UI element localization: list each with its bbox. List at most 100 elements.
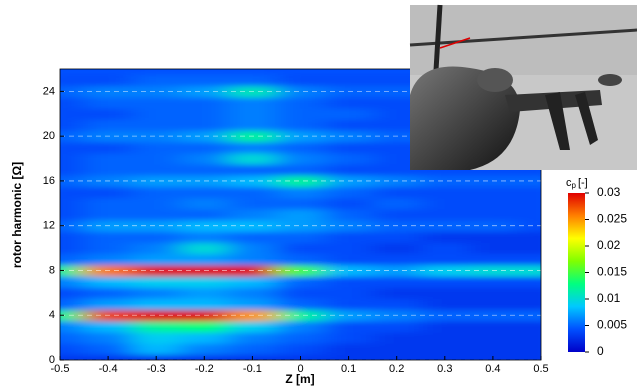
heat-cell — [228, 209, 277, 221]
object — [598, 74, 622, 86]
heat-cell — [228, 187, 277, 199]
heat-cell — [469, 343, 518, 355]
heat-cell — [228, 276, 277, 288]
heat-cell — [180, 231, 229, 243]
heat-cell — [325, 164, 374, 176]
heat-cell — [276, 153, 325, 165]
heat-cell — [421, 343, 470, 355]
heat-cell — [132, 86, 181, 98]
colorbar-title-unit: [-] — [578, 177, 588, 189]
colorbar-tick-label: 0.005 — [597, 318, 627, 332]
chart: 04812162024-0.5-0.4-0.3-0.2-0.100.10.20.… — [0, 0, 637, 387]
heat-cell — [132, 298, 181, 310]
heat-cell — [132, 242, 181, 254]
y-tick-label: 8 — [49, 264, 55, 276]
heat-cell — [228, 75, 277, 87]
heat-cell — [84, 332, 133, 344]
heat-cell — [228, 242, 277, 254]
colorbar-tick-label: 0.01 — [597, 291, 621, 305]
heat-cell — [276, 142, 325, 154]
heat-cell — [180, 298, 229, 310]
heat-cell — [373, 332, 422, 344]
heat-cell — [84, 242, 133, 254]
y-tick-label: 24 — [43, 85, 55, 97]
heat-cell — [180, 343, 229, 355]
heat-cell — [84, 209, 133, 221]
heat-cell — [180, 209, 229, 221]
colorbar — [568, 193, 585, 352]
heat-cell — [373, 276, 422, 288]
heat-cell — [469, 254, 518, 266]
y-tick-label: 12 — [43, 220, 55, 232]
heat-cell — [469, 198, 518, 210]
heat-cell — [84, 343, 133, 355]
heat-cell — [132, 97, 181, 109]
heat-cell — [132, 343, 181, 355]
heat-cell — [325, 142, 374, 154]
heat-cell — [421, 198, 470, 210]
heat-cell — [228, 332, 277, 344]
heat-cell — [325, 276, 374, 288]
heat-cell — [469, 276, 518, 288]
heat-cell — [132, 287, 181, 299]
engine-cowl — [477, 68, 513, 92]
heat-cell — [180, 287, 229, 299]
heat-cell — [276, 298, 325, 310]
heat-cell — [84, 187, 133, 199]
heat-cell — [373, 343, 422, 355]
heat-cell — [421, 310, 470, 322]
heat-cell — [132, 276, 181, 288]
y-tick-label: 16 — [43, 175, 55, 187]
heat-cell — [469, 209, 518, 221]
heat-cell — [180, 242, 229, 254]
heat-cell — [228, 108, 277, 120]
x-tick-label: -0.3 — [147, 363, 166, 375]
heat-cell — [325, 97, 374, 109]
x-tick-label: 0.5 — [533, 363, 548, 375]
heat-cell — [276, 209, 325, 221]
heat-cell — [84, 298, 133, 310]
heat-cell — [84, 119, 133, 131]
heat-cell — [132, 131, 181, 143]
heat-cell — [84, 287, 133, 299]
heat-cell — [276, 131, 325, 143]
heat-cell — [132, 164, 181, 176]
heat-cell — [84, 321, 133, 333]
heat-cell — [180, 187, 229, 199]
heat-cell — [132, 265, 181, 277]
heat-cell — [276, 175, 325, 187]
heat-cell — [132, 119, 181, 131]
heat-cell — [132, 108, 181, 120]
heat-cell — [325, 119, 374, 131]
heat-cell — [132, 231, 181, 243]
heat-cell — [276, 108, 325, 120]
heat-cell — [325, 198, 374, 210]
heat-cell — [228, 153, 277, 165]
heat-cell — [373, 287, 422, 299]
colorbar-tick-label: 0.025 — [597, 212, 627, 226]
x-tick-label: -0.5 — [51, 363, 70, 375]
heat-cell — [84, 276, 133, 288]
heat-cell — [276, 75, 325, 87]
heat-cell — [325, 153, 374, 165]
heat-cell — [469, 321, 518, 333]
heat-cell — [469, 231, 518, 243]
heat-cell — [228, 298, 277, 310]
colorbar-title: cp[-] — [566, 177, 588, 190]
heat-cell — [276, 265, 325, 277]
heat-cell — [84, 97, 133, 109]
heat-cell — [421, 332, 470, 344]
heat-cell — [276, 343, 325, 355]
colorbar-tick-label: 0.02 — [597, 238, 621, 252]
heat-cell — [373, 231, 422, 243]
heat-cell — [421, 287, 470, 299]
heat-cell — [132, 142, 181, 154]
heat-cell — [325, 231, 374, 243]
heat-cell — [132, 175, 181, 187]
heat-cell — [180, 119, 229, 131]
y-axis-title: rotor harmonic [Ω] — [10, 162, 24, 268]
heat-cell — [469, 287, 518, 299]
heat-cell — [325, 321, 374, 333]
heat-cell — [180, 142, 229, 154]
heat-cell — [132, 321, 181, 333]
